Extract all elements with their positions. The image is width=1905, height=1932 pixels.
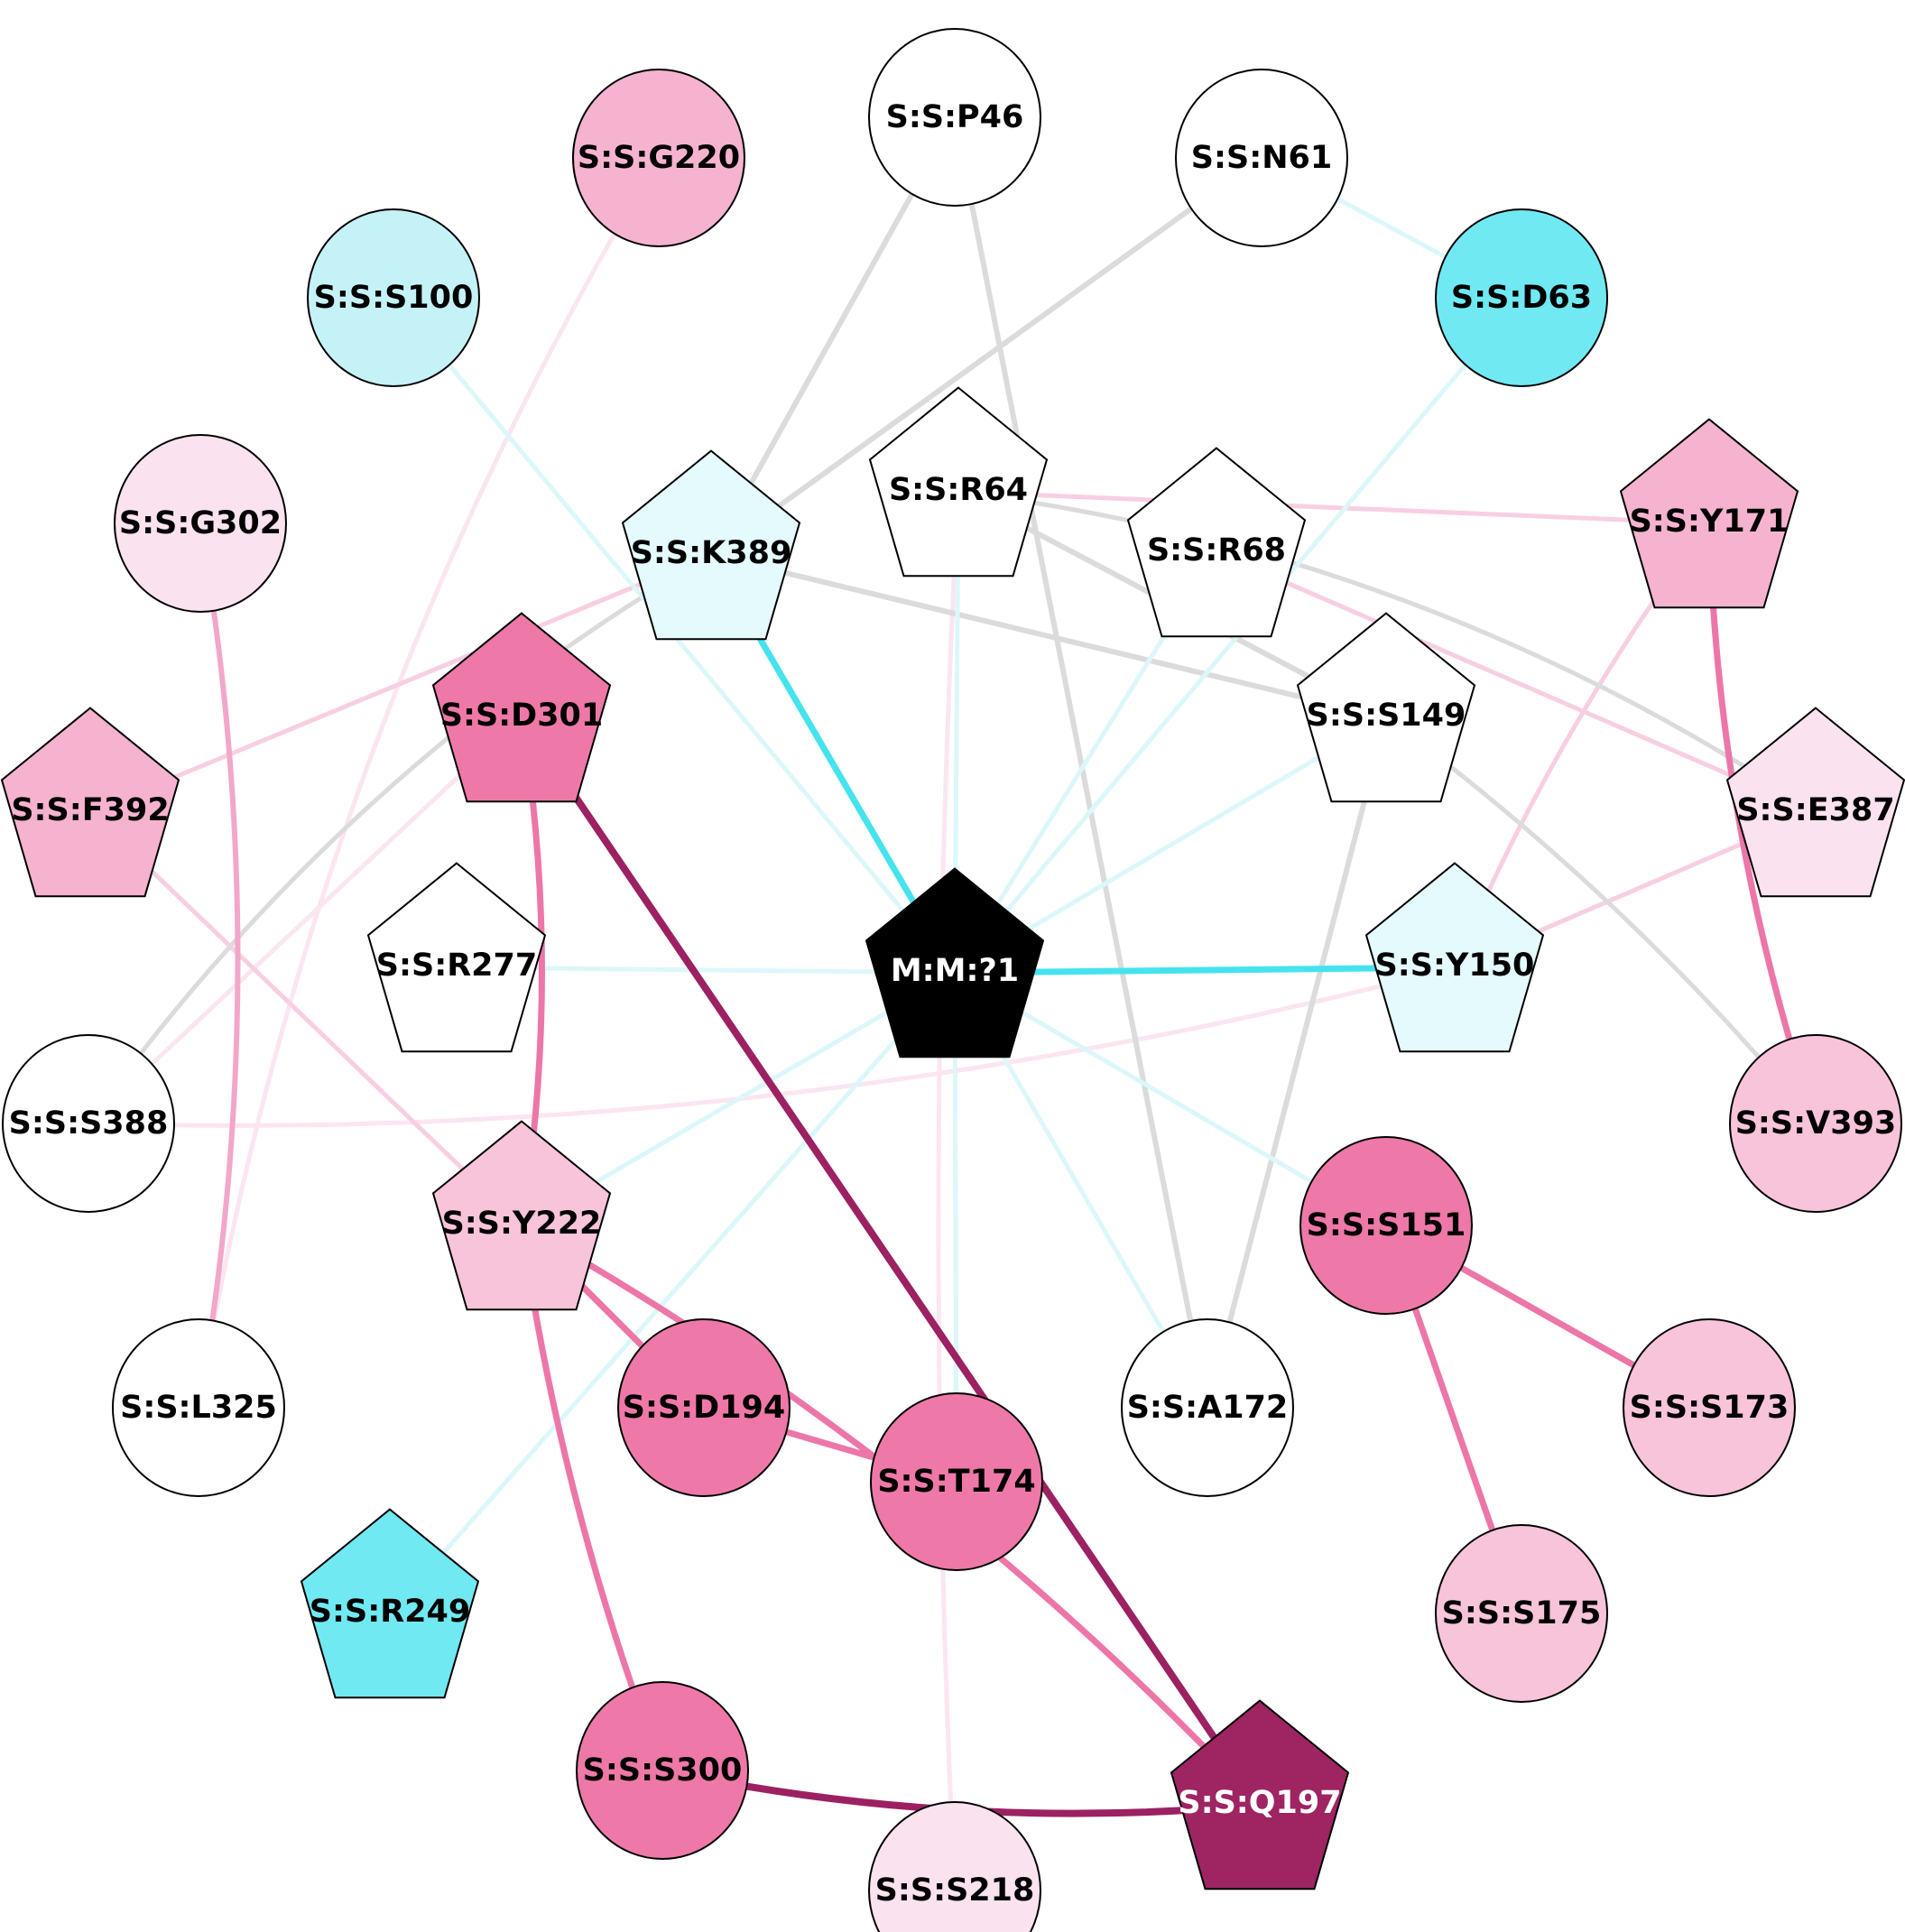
node-s-s-v393[interactable]: S:S:V393 xyxy=(1729,1034,1902,1213)
node-s-s-r249[interactable]: S:S:R249 xyxy=(300,1508,480,1699)
node-s-s-r68[interactable]: S:S:R68 xyxy=(1126,447,1307,638)
residue-pentagon-shape[interactable] xyxy=(300,1508,480,1699)
nodes-layer: M:M:?1S:S:P46S:S:N61S:S:G220S:S:D63S:S:S… xyxy=(0,28,1905,1932)
node-s-s-k389[interactable]: S:S:K389 xyxy=(621,449,801,641)
node-s-s-l325[interactable]: S:S:L325 xyxy=(112,1318,285,1497)
edge-Y171-R64 xyxy=(957,489,1710,526)
node-s-s-d194[interactable]: S:S:D194 xyxy=(617,1318,791,1497)
residue-circle-shape[interactable] xyxy=(2,1034,175,1213)
residue-pentagon-shape[interactable] xyxy=(1126,447,1307,638)
residue-circle-shape[interactable] xyxy=(1623,1318,1796,1497)
residue-pentagon-shape[interactable] xyxy=(621,449,801,641)
residue-circle-shape[interactable] xyxy=(572,69,745,247)
edge-G302-L325 xyxy=(196,522,241,1409)
residue-pentagon-shape[interactable] xyxy=(865,867,1045,1058)
residue-circle-shape[interactable] xyxy=(1435,1524,1608,1703)
residue-pentagon-shape[interactable] xyxy=(1170,1699,1350,1890)
residue-circle-shape[interactable] xyxy=(868,28,1041,207)
node-s-s-y150[interactable]: S:S:Y150 xyxy=(1364,862,1545,1053)
edge-F392-Y222 xyxy=(88,810,523,1227)
residue-circle-shape[interactable] xyxy=(307,208,480,387)
residue-pentagon-shape[interactable] xyxy=(431,612,612,803)
residue-pentagon-shape[interactable] xyxy=(868,386,1049,578)
node-s-s-s388[interactable]: S:S:S388 xyxy=(2,1034,175,1213)
residue-circle-shape[interactable] xyxy=(114,434,287,613)
residue-circle-shape[interactable] xyxy=(1121,1318,1294,1497)
residue-pentagon-shape[interactable] xyxy=(1296,612,1476,803)
residue-pentagon-shape[interactable] xyxy=(1619,418,1799,609)
residue-circle-shape[interactable] xyxy=(576,1681,749,1860)
node-s-s-g220[interactable]: S:S:G220 xyxy=(572,69,745,247)
edge-M1-Y150 xyxy=(954,964,1456,976)
residue-pentagon-shape[interactable] xyxy=(0,707,180,898)
residue-pentagon-shape[interactable] xyxy=(366,862,547,1053)
node-s-s-r64[interactable]: S:S:R64 xyxy=(868,386,1049,578)
residue-circle-shape[interactable] xyxy=(1175,69,1348,247)
residue-circle-shape[interactable] xyxy=(617,1318,791,1497)
edge-P46-A172 xyxy=(952,116,1210,1409)
edge-R68-E387 xyxy=(1216,550,1817,815)
edge-D301-S388 xyxy=(87,716,523,1125)
node-s-s-r277[interactable]: S:S:R277 xyxy=(366,862,547,1053)
edge-S149-A172 xyxy=(1205,716,1389,1409)
node-s-s-f392[interactable]: S:S:F392 xyxy=(0,707,180,898)
edge-D301-Q197 xyxy=(518,715,1263,1807)
residue-pentagon-shape[interactable] xyxy=(1364,862,1545,1053)
edge-F392-K389 xyxy=(89,552,712,815)
node-s-s-y222[interactable]: S:S:Y222 xyxy=(431,1120,612,1311)
edge-N61-K389 xyxy=(709,155,1263,558)
residue-circle-shape[interactable] xyxy=(1435,208,1608,387)
node-s-s-a172[interactable]: S:S:A172 xyxy=(1121,1318,1294,1497)
node-s-s-t174[interactable]: S:S:T174 xyxy=(870,1392,1043,1571)
node-s-s-s218[interactable]: S:S:S218 xyxy=(868,1801,1041,1932)
edge-K389-S149 xyxy=(710,552,1387,720)
node-s-s-d301[interactable]: S:S:D301 xyxy=(431,612,612,803)
edge-R64-E387 xyxy=(957,489,1817,815)
residue-circle-shape[interactable] xyxy=(1729,1034,1902,1213)
residue-circle-shape[interactable] xyxy=(112,1318,285,1497)
node-s-s-s149[interactable]: S:S:S149 xyxy=(1296,612,1476,803)
node-s-s-s300[interactable]: S:S:S300 xyxy=(576,1681,749,1860)
residue-pentagon-shape[interactable] xyxy=(431,1120,612,1311)
node-s-s-q197[interactable]: S:S:Q197 xyxy=(1170,1699,1350,1890)
node-s-s-d63[interactable]: S:S:D63 xyxy=(1435,208,1608,387)
edge-G220-L325 xyxy=(196,156,661,1409)
node-s-s-s100[interactable]: S:S:S100 xyxy=(307,208,480,387)
node-s-s-s151[interactable]: S:S:S151 xyxy=(1299,1136,1473,1315)
residue-circle-shape[interactable] xyxy=(1299,1136,1473,1315)
node-s-s-s173[interactable]: S:S:S173 xyxy=(1623,1318,1796,1497)
node-s-s-y171[interactable]: S:S:Y171 xyxy=(1619,418,1799,609)
edge-M1-R249 xyxy=(388,971,957,1615)
residue-circle-shape[interactable] xyxy=(868,1801,1041,1932)
node-s-s-n61[interactable]: S:S:N61 xyxy=(1175,69,1348,247)
node-s-s-e387[interactable]: S:S:E387 xyxy=(1725,707,1905,898)
edge-R64-S218 xyxy=(936,491,961,1891)
node-s-s-p46[interactable]: S:S:P46 xyxy=(868,28,1041,207)
edge-K389-S388 xyxy=(86,552,713,1125)
residue-circle-shape[interactable] xyxy=(870,1392,1043,1571)
residue-pentagon-shape[interactable] xyxy=(1725,707,1905,898)
node-s-s-s175[interactable]: S:S:S175 xyxy=(1435,1524,1608,1703)
node-s-s-g302[interactable]: S:S:G302 xyxy=(114,434,287,613)
